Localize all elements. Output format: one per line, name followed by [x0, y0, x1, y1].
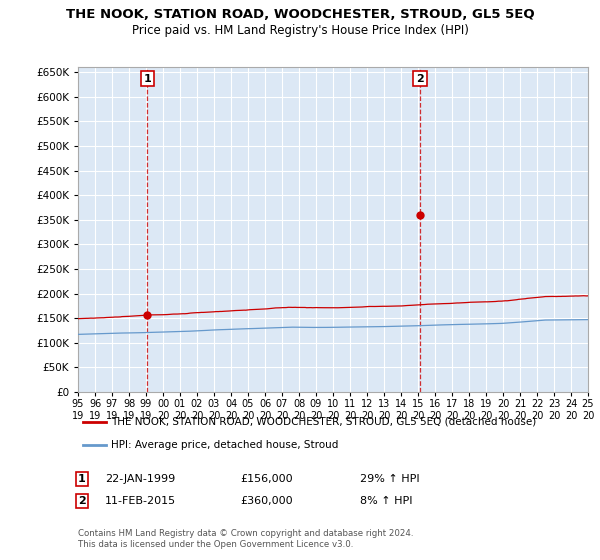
Text: HPI: Average price, detached house, Stroud: HPI: Average price, detached house, Stro…	[111, 440, 338, 450]
Text: 22-JAN-1999: 22-JAN-1999	[105, 474, 175, 484]
Text: 2: 2	[78, 496, 86, 506]
Text: £156,000: £156,000	[240, 474, 293, 484]
Text: 1: 1	[143, 73, 151, 83]
Text: Price paid vs. HM Land Registry's House Price Index (HPI): Price paid vs. HM Land Registry's House …	[131, 24, 469, 36]
Text: £360,000: £360,000	[240, 496, 293, 506]
Text: Contains HM Land Registry data © Crown copyright and database right 2024.
This d: Contains HM Land Registry data © Crown c…	[78, 529, 413, 549]
Text: THE NOOK, STATION ROAD, WOODCHESTER, STROUD, GL5 5EQ (detached house): THE NOOK, STATION ROAD, WOODCHESTER, STR…	[111, 417, 536, 427]
Text: THE NOOK, STATION ROAD, WOODCHESTER, STROUD, GL5 5EQ: THE NOOK, STATION ROAD, WOODCHESTER, STR…	[65, 8, 535, 21]
Text: 8% ↑ HPI: 8% ↑ HPI	[360, 496, 413, 506]
Text: 1: 1	[78, 474, 86, 484]
Text: 2: 2	[416, 73, 424, 83]
Text: 29% ↑ HPI: 29% ↑ HPI	[360, 474, 419, 484]
Text: 11-FEB-2015: 11-FEB-2015	[105, 496, 176, 506]
